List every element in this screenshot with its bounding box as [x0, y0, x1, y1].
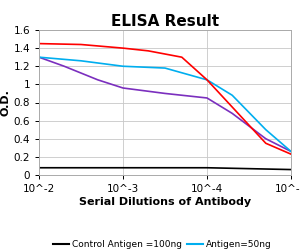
- Legend: Control Antigen =100ng, Antigen=10ng, Antigen=50ng, Antigen=100ng: Control Antigen =100ng, Antigen=10ng, An…: [53, 240, 277, 250]
- Title: ELISA Result: ELISA Result: [111, 14, 219, 29]
- Y-axis label: O.D.: O.D.: [1, 89, 10, 116]
- X-axis label: Serial Dilutions of Antibody: Serial Dilutions of Antibody: [79, 197, 251, 207]
